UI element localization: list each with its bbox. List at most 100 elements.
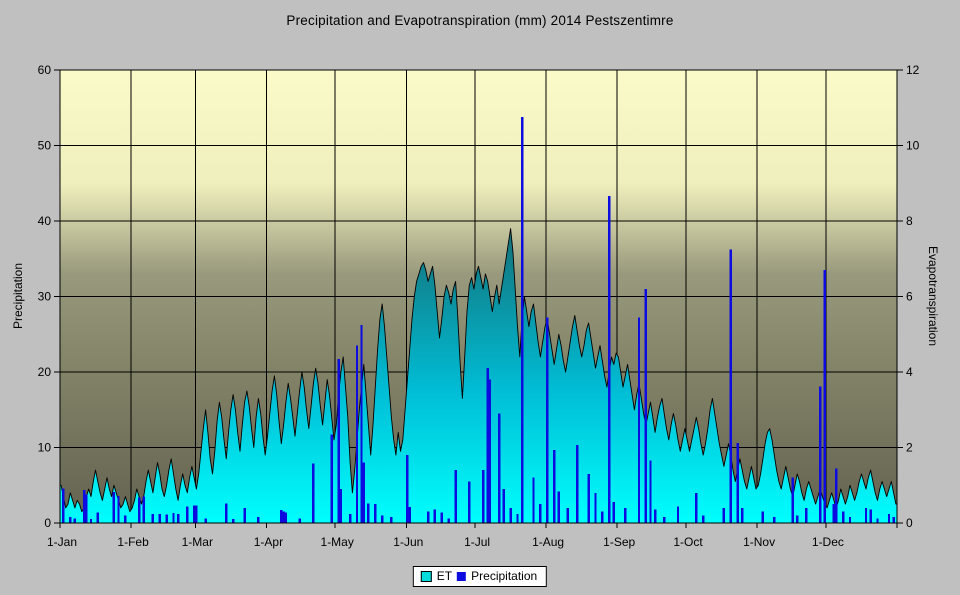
precipitation-bar bbox=[823, 270, 826, 523]
precipitation-bar bbox=[663, 517, 666, 523]
precipitation-bar bbox=[729, 249, 732, 523]
precipitation-bar bbox=[330, 434, 333, 523]
right-axis-tick-label: 0 bbox=[906, 516, 913, 530]
precipitation-bar bbox=[225, 503, 228, 523]
precipitation-bar bbox=[284, 512, 288, 523]
precipitation-bar bbox=[298, 518, 301, 523]
precipitation-bar bbox=[176, 513, 180, 523]
precipitation-bar bbox=[796, 515, 799, 523]
precipitation-bar bbox=[73, 518, 77, 523]
precipitation-bar bbox=[566, 507, 570, 523]
left-axis-tick-label: 50 bbox=[38, 139, 52, 153]
x-axis-tick-label: 1-Oct bbox=[673, 535, 703, 549]
precipitation-bar bbox=[243, 507, 246, 523]
precipitation-bar bbox=[165, 514, 168, 523]
precipitation-bar bbox=[408, 507, 411, 523]
precipitation-bar bbox=[516, 513, 519, 523]
chart-title: Precipitation and Evapotranspiration (mm… bbox=[286, 13, 674, 28]
legend: ET Precipitation bbox=[412, 566, 548, 587]
precipitation-bar bbox=[374, 504, 377, 523]
left-axis-tick-label: 60 bbox=[38, 63, 52, 77]
precipitation-legend-marker bbox=[457, 572, 467, 581]
precipitation-bar bbox=[282, 511, 285, 523]
precipitation-bar bbox=[117, 495, 120, 523]
precipitation-bar bbox=[520, 116, 524, 524]
et-area-series bbox=[59, 228, 898, 524]
precipitation-bar bbox=[468, 481, 471, 523]
precipitation-bar bbox=[454, 470, 457, 523]
precipitation-legend-label: Precipitation bbox=[471, 569, 538, 583]
precipitation-bar bbox=[835, 468, 838, 523]
precipitation-bar bbox=[819, 386, 822, 523]
precipitation-bar bbox=[805, 507, 808, 523]
precipitation-bar bbox=[644, 288, 648, 523]
precipitation-bar bbox=[355, 345, 359, 523]
precipitation-bar bbox=[702, 515, 705, 523]
precipitation-bar bbox=[695, 492, 698, 523]
precipitation-bar bbox=[887, 513, 891, 523]
precipitation-bar bbox=[892, 517, 895, 523]
precipitation-bar bbox=[137, 497, 141, 523]
precipitation-bar bbox=[539, 504, 542, 523]
precipitation-bar bbox=[82, 489, 86, 523]
precipitation-bar bbox=[112, 492, 116, 523]
precipitation-bar bbox=[841, 511, 845, 523]
precipitation-bar bbox=[337, 359, 340, 523]
precipitation-bar bbox=[557, 491, 560, 523]
precipitation-bar bbox=[624, 507, 627, 523]
precipitation-bar bbox=[257, 517, 260, 523]
precipitation-bar bbox=[96, 512, 99, 523]
precipitation-bar bbox=[192, 505, 196, 523]
precipitation-bar bbox=[280, 510, 283, 523]
precipitation-bar bbox=[546, 317, 549, 523]
precipitation-bar bbox=[124, 515, 127, 523]
precipitation-bar bbox=[488, 379, 492, 523]
left-axis-tick-label: 40 bbox=[38, 214, 52, 228]
precipitation-bar bbox=[773, 517, 776, 523]
x-axis-tick-label: 1-Dec bbox=[812, 535, 844, 549]
precipitation-bar bbox=[601, 511, 604, 523]
precipitation-bar bbox=[348, 513, 352, 523]
precipitation-bar bbox=[481, 470, 485, 523]
precipitation-bar bbox=[89, 519, 93, 523]
x-axis-tick-label: 1-Jul bbox=[464, 535, 490, 549]
precipitation-bar bbox=[869, 509, 872, 523]
precipitation-bar bbox=[553, 449, 556, 523]
precipitation-bar bbox=[339, 489, 343, 523]
et-legend-marker bbox=[420, 571, 432, 582]
left-axis-tick-label: 0 bbox=[44, 516, 51, 530]
precipitation-bar bbox=[204, 518, 207, 523]
precipitation-bar bbox=[612, 501, 615, 523]
x-axis-tick-label: 1-Nov bbox=[743, 535, 775, 549]
precipitation-bar bbox=[142, 496, 145, 523]
left-axis-tick-label: 20 bbox=[38, 365, 52, 379]
precipitation-bar bbox=[85, 494, 88, 523]
precipitation-bar bbox=[864, 507, 868, 523]
precipitation-bar bbox=[447, 518, 450, 523]
precipitation-bar bbox=[362, 462, 365, 523]
precipitation-bar bbox=[649, 460, 652, 523]
right-axis-tick-label: 4 bbox=[906, 365, 913, 379]
precipitation-bar bbox=[832, 504, 836, 523]
precipitation-bar bbox=[587, 473, 590, 523]
x-axis-tick-label: 1-Feb bbox=[117, 535, 149, 549]
precipitation-bar bbox=[876, 518, 879, 523]
precipitation-bar bbox=[381, 515, 384, 523]
precipitation-bar bbox=[186, 506, 189, 523]
precipitation-bar bbox=[486, 368, 489, 523]
right-axis-tick-label: 10 bbox=[906, 139, 920, 153]
precipitation-bar bbox=[195, 505, 198, 523]
x-axis-tick-label: 1-May bbox=[321, 535, 354, 549]
x-axis-tick-label: 1-Jun bbox=[393, 535, 423, 549]
precipitation-bar bbox=[231, 519, 235, 523]
precipitation-bar bbox=[575, 445, 579, 523]
precipitation-bar bbox=[172, 513, 175, 523]
right-axis-tick-label: 12 bbox=[906, 63, 920, 77]
x-axis-tick-label: 1-Jan bbox=[47, 535, 77, 549]
precipitation-bar bbox=[497, 413, 501, 523]
x-axis-tick-label: 1-Apr bbox=[254, 535, 283, 549]
left-axis-tick-label: 10 bbox=[38, 441, 52, 455]
precipitation-bar bbox=[509, 507, 512, 523]
et-legend-label: ET bbox=[436, 569, 453, 583]
precipitation-bar bbox=[360, 325, 363, 523]
